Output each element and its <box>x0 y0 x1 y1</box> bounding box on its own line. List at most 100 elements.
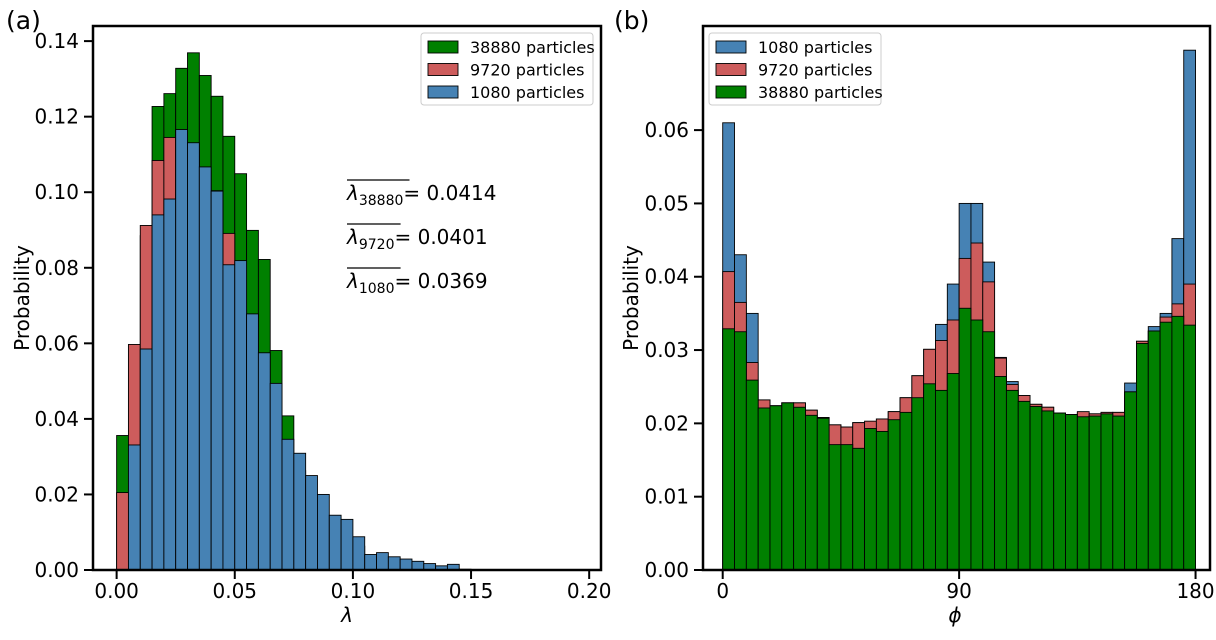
bar <box>805 415 817 570</box>
bar <box>1077 417 1089 570</box>
x-tick-label: 0.00 <box>94 579 139 603</box>
bar <box>353 537 365 570</box>
y-tick-label: 0.00 <box>34 558 79 582</box>
bar <box>1125 392 1137 570</box>
y-tick-label: 0.14 <box>34 29 79 53</box>
bar <box>912 398 924 570</box>
bar <box>317 494 329 570</box>
annotation-text: λ9720= 0.0401 <box>346 225 488 253</box>
bar <box>341 519 353 570</box>
bar <box>1101 414 1113 570</box>
bar <box>1006 390 1018 570</box>
bar <box>1089 416 1101 570</box>
bar <box>247 314 259 570</box>
bar <box>746 380 758 570</box>
bar <box>735 332 747 570</box>
bar <box>1018 401 1030 570</box>
y-tick-label: 0.10 <box>34 180 79 204</box>
bar <box>782 403 794 570</box>
bar <box>388 557 400 570</box>
legend-label: 38880 particles <box>470 38 595 57</box>
bar <box>1054 413 1066 570</box>
bar <box>128 445 140 570</box>
mean-lambda-annotation: λ1080= 0.0369 <box>346 268 488 297</box>
y-tick-label: 0.02 <box>34 482 79 506</box>
bar <box>876 431 888 570</box>
bar <box>282 439 294 570</box>
x-tick-label: 180 <box>1176 579 1214 603</box>
panel-b-label: (b) <box>614 6 649 35</box>
bar <box>1066 415 1078 570</box>
x-tick-label: 0 <box>716 579 729 603</box>
bar <box>1136 343 1148 570</box>
annotation-text: λ1080= 0.0369 <box>346 269 488 297</box>
bar <box>211 191 223 570</box>
bar <box>1113 416 1125 570</box>
x-tick-label: 0.15 <box>449 579 494 603</box>
bar <box>995 376 1007 570</box>
bar <box>770 406 782 570</box>
y-tick-label: 0.04 <box>644 265 689 289</box>
y-tick-label: 0.06 <box>644 118 689 142</box>
bar <box>959 308 971 570</box>
legend-swatch <box>716 86 746 98</box>
x-tick-label: 0.10 <box>331 579 376 603</box>
bar <box>888 420 900 570</box>
bar <box>294 453 306 570</box>
bar <box>235 261 247 570</box>
bar <box>758 408 770 570</box>
bar <box>270 383 282 570</box>
panel-b-x-axis-label: ϕ <box>948 603 961 627</box>
y-tick-label: 0.06 <box>34 331 79 355</box>
bar <box>258 353 270 570</box>
y-tick-label: 0.04 <box>34 407 79 431</box>
bar <box>983 332 995 570</box>
bar <box>164 199 176 570</box>
legend-label: 9720 particles <box>758 61 872 80</box>
bar <box>935 390 947 570</box>
bar <box>140 349 152 570</box>
y-tick-label: 0.01 <box>644 485 689 509</box>
bar <box>1172 316 1184 570</box>
legend-label: 1080 particles <box>470 83 584 102</box>
bar <box>1148 331 1160 570</box>
series-3-bars <box>723 308 1196 570</box>
bar <box>829 445 841 570</box>
bar <box>924 384 936 570</box>
bar <box>223 265 235 570</box>
bar <box>841 445 853 570</box>
bar <box>865 429 877 571</box>
bar <box>412 561 424 570</box>
mean-lambda-annotation: λ38880= 0.0414 <box>346 180 497 209</box>
bar <box>377 553 389 570</box>
y-tick-label: 0.03 <box>644 338 689 362</box>
bar <box>400 559 412 570</box>
legend-swatch <box>428 64 458 76</box>
legend-swatch <box>716 41 746 53</box>
bar <box>794 407 806 570</box>
annotation-text: λ38880= 0.0414 <box>346 181 497 209</box>
bar <box>1160 322 1172 570</box>
panel-a-x-axis-label: λ <box>340 603 353 627</box>
panel-b-y-axis-label: Probability <box>619 245 643 351</box>
bar <box>817 418 829 570</box>
bar <box>900 412 912 570</box>
x-tick-label: 90 <box>946 579 971 603</box>
bar <box>947 374 959 570</box>
y-tick-label: 0.08 <box>34 256 79 280</box>
bar <box>306 476 318 570</box>
y-tick-label: 0.00 <box>644 558 689 582</box>
legend-swatch <box>428 86 458 98</box>
x-tick-label: 0.05 <box>213 579 258 603</box>
bar <box>365 555 377 570</box>
y-tick-label: 0.05 <box>644 191 689 215</box>
bar <box>329 515 341 570</box>
legend-label: 1080 particles <box>758 38 872 57</box>
y-tick-label: 0.12 <box>34 105 79 129</box>
legend-swatch <box>428 41 458 53</box>
